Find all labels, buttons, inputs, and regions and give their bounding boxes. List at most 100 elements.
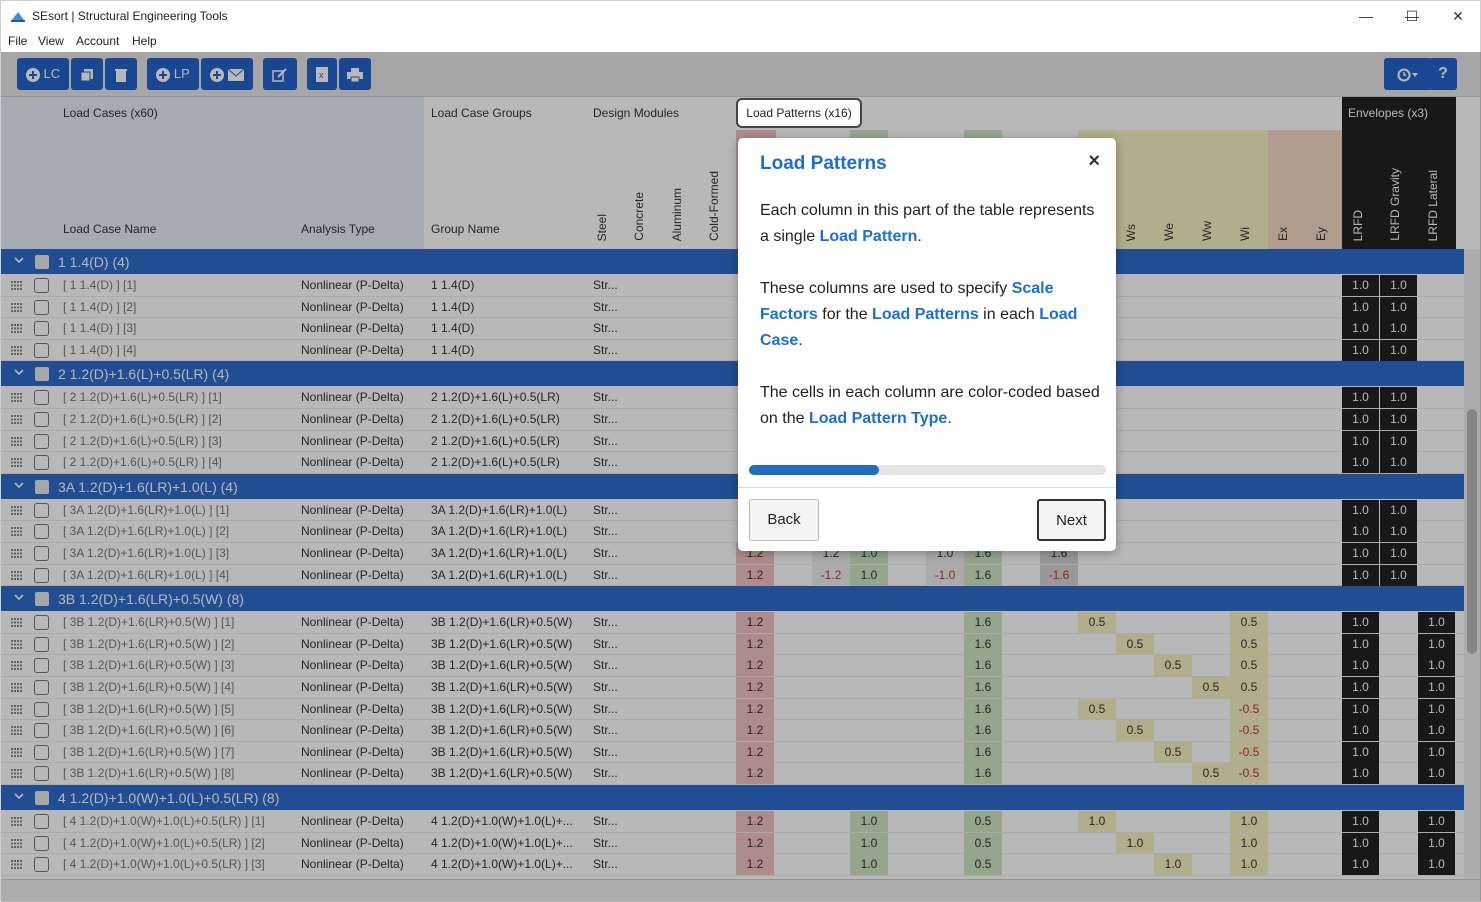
group-name-cell[interactable]: 1 1.4(D) [431, 299, 475, 314]
menu-account[interactable]: Account [76, 34, 120, 48]
export-excel-button[interactable]: x [307, 58, 337, 90]
design-module-cell[interactable]: Str... [593, 342, 618, 357]
drag-handle-icon[interactable] [11, 549, 22, 558]
group-name-cell[interactable]: 4 1.2(D)+1.0(W)+1.0(L)+... [431, 857, 573, 872]
group-name-cell[interactable]: 3A 1.2(D)+1.6(LR)+1.0(L) [431, 524, 568, 539]
table-row[interactable]: [ 1 1.4(D) ] [1] Nonlinear (P-Delta) 1 1.4… [1, 275, 1464, 297]
row-checkbox[interactable] [34, 321, 49, 337]
analysis-type-cell[interactable]: Nonlinear (P-Delta) [301, 744, 404, 759]
group-checkbox[interactable] [35, 791, 49, 805]
analysis-type-cell[interactable]: Nonlinear (P-Delta) [301, 390, 404, 405]
table-row[interactable]: [ 2 1.2(D)+1.6(L)+0.5(LR) ] [1] Nonlinear… [1, 387, 1464, 409]
drag-handle-icon[interactable] [11, 302, 22, 312]
envelope-cell[interactable]: 1.0 [1418, 655, 1455, 677]
group-checkbox[interactable] [35, 479, 49, 494]
row-checkbox[interactable] [34, 390, 49, 406]
load-pattern-cell[interactable]: 0.5 [1116, 633, 1154, 655]
group-row[interactable]: 3B 1.2(D)+1.6(LR)+0.5(W) (8) [1, 586, 1464, 612]
envelope-cell[interactable]: 1.0 [1342, 296, 1379, 318]
add-load-case-button[interactable]: LC [17, 58, 69, 90]
group-checkbox[interactable] [35, 255, 49, 269]
row-checkbox[interactable] [34, 342, 49, 358]
load-pattern-cell[interactable]: -0.5 [1230, 763, 1268, 785]
load-pattern-cell[interactable]: 1.6 [964, 741, 1002, 763]
group-name-cell[interactable]: 4 1.2(D)+1.0(W)+1.0(L)+... [431, 835, 573, 850]
table-row[interactable]: [ 4 1.2(D)+1.0(W)+1.0(L)+0.5(LR) ] [3] No… [1, 854, 1464, 876]
table-row[interactable]: [ 3B 1.2(D)+1.6(LR)+0.5(W) ] [8] Nonlinea… [1, 763, 1464, 785]
close-window-button[interactable]: ✕ [1452, 8, 1464, 24]
load-pattern-cell[interactable]: 1.2 [736, 832, 774, 854]
load-pattern-cell[interactable]: 0.5 [1230, 633, 1268, 655]
load-case-name-cell[interactable]: [ 2 1.2(D)+1.6(L)+0.5(LR) ] [1] [63, 390, 222, 405]
drag-handle-icon[interactable] [11, 860, 22, 870]
design-module-cell[interactable]: Str... [593, 835, 618, 850]
group-row[interactable]: 4 1.2(D)+1.0(W)+1.0(L)+0.5(LR) (8) [1, 785, 1464, 810]
envelope-cell[interactable]: 1.0 [1342, 720, 1379, 742]
table-row[interactable]: [ 3A 1.2(D)+1.6(LR)+1.0(L) ] [2] Nonlinea… [1, 521, 1464, 543]
group-checkbox[interactable] [35, 592, 49, 607]
analysis-type-cell[interactable]: Nonlinear (P-Delta) [301, 636, 404, 651]
analysis-type-cell[interactable]: Nonlinear (P-Delta) [301, 502, 404, 517]
load-pattern-cell[interactable]: -0.5 [1230, 720, 1268, 742]
load-pattern-cell[interactable]: 0.5 [964, 832, 1002, 854]
drag-handle-icon[interactable] [11, 747, 22, 757]
drag-handle-icon[interactable] [11, 618, 22, 628]
row-checkbox[interactable] [34, 723, 49, 739]
envelope-cell[interactable]: 1.0 [1380, 296, 1417, 318]
analysis-type-cell[interactable]: Nonlinear (P-Delta) [301, 524, 404, 539]
load-pattern-cell[interactable]: -0.5 [1230, 698, 1268, 720]
envelope-cell[interactable]: 1.0 [1342, 811, 1379, 832]
row-checkbox[interactable] [34, 814, 49, 829]
add-load-pattern-button[interactable]: LP [147, 58, 199, 90]
design-module-cell[interactable]: Str... [593, 433, 618, 448]
analysis-type-cell[interactable]: Nonlinear (P-Delta) [301, 433, 404, 448]
drag-handle-icon[interactable] [11, 639, 22, 649]
load-pattern-cell[interactable]: 1.2 [736, 763, 774, 785]
load-case-name-cell[interactable]: [ 3B 1.2(D)+1.6(LR)+0.5(W) ] [7] [63, 744, 235, 759]
drag-handle-icon[interactable] [11, 415, 22, 424]
load-pattern-cell[interactable]: 0.5 [1230, 677, 1268, 698]
envelope-cell[interactable]: 1.0 [1342, 452, 1379, 474]
load-pattern-cell[interactable]: 1.0 [1116, 832, 1154, 854]
load-case-name-cell[interactable]: [ 1 1.4(D) ] [2] [63, 299, 137, 314]
design-module-cell[interactable]: Str... [593, 278, 618, 292]
row-checkbox[interactable] [34, 701, 49, 717]
envelope-cell[interactable]: 1.0 [1418, 741, 1455, 763]
group-name-cell[interactable]: 3B 1.2(D)+1.6(LR)+0.5(W) [431, 723, 573, 738]
drag-handle-icon[interactable] [11, 704, 22, 714]
group-name-cell[interactable]: 3B 1.2(D)+1.6(LR)+0.5(W) [431, 744, 573, 759]
design-module-cell[interactable]: Str... [593, 636, 618, 651]
load-pattern-cell[interactable]: 0.5 [964, 811, 1002, 832]
load-pattern-cell[interactable]: 1.2 [736, 854, 774, 876]
table-row[interactable]: [ 4 1.2(D)+1.0(W)+1.0(L)+0.5(LR) ] [2] No… [1, 832, 1464, 855]
envelope-cell[interactable]: 1.0 [1418, 720, 1455, 742]
row-checkbox[interactable] [34, 299, 49, 315]
print-button[interactable] [339, 58, 371, 90]
load-pattern-cell[interactable]: 1.2 [736, 741, 774, 763]
load-case-name-cell[interactable]: [ 3A 1.2(D)+1.6(LR)+1.0(L) ] [3] [63, 546, 230, 560]
drag-handle-icon[interactable] [11, 458, 22, 468]
load-pattern-cell[interactable]: 0.5 [1192, 763, 1230, 785]
load-pattern-cell[interactable]: 1.2 [736, 655, 774, 677]
load-case-name-cell[interactable]: [ 3B 1.2(D)+1.6(LR)+0.5(W) ] [1] [63, 615, 235, 630]
table-row[interactable]: [ 3B 1.2(D)+1.6(LR)+0.5(W) ] [4] Nonlinea… [1, 677, 1464, 699]
minimize-button[interactable]: — [1405, 8, 1419, 24]
row-checkbox[interactable] [34, 502, 49, 518]
load-pattern-cell[interactable]: 1.6 [964, 677, 1002, 698]
envelope-cell[interactable]: 1.0 [1418, 612, 1455, 634]
envelope-cell[interactable]: 1.0 [1342, 339, 1379, 361]
design-module-cell[interactable]: Str... [593, 744, 618, 759]
envelope-cell[interactable]: 1.0 [1342, 763, 1379, 785]
menu-view[interactable]: View [38, 34, 64, 48]
load-pattern-cell[interactable]: 1.2 [736, 612, 774, 634]
group-name-cell[interactable]: 3B 1.2(D)+1.6(LR)+0.5(W) [431, 680, 573, 694]
envelope-cell[interactable]: 1.0 [1418, 698, 1455, 720]
back-button[interactable]: Back [749, 499, 819, 541]
analysis-type-cell[interactable]: Nonlinear (P-Delta) [301, 701, 404, 716]
row-checkbox[interactable] [34, 524, 49, 540]
drag-handle-icon[interactable] [11, 436, 22, 446]
load-pattern-cell[interactable]: -1.6 [1040, 564, 1078, 586]
group-name-cell[interactable]: 3B 1.2(D)+1.6(LR)+0.5(W) [431, 701, 573, 716]
group-name-cell[interactable]: 3A 1.2(D)+1.6(LR)+1.0(L) [431, 546, 568, 560]
design-module-cell[interactable]: Str... [593, 455, 618, 470]
